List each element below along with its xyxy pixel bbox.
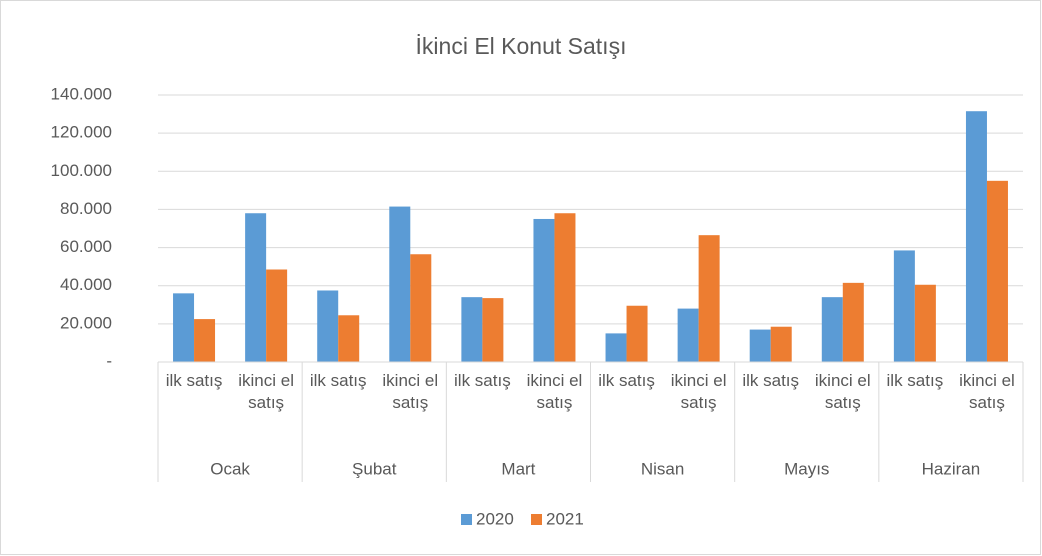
x-tick-label-box: ikinci el satış — [238, 371, 294, 412]
x-tick-label: ikinci el satış — [670, 371, 727, 412]
bar — [554, 213, 576, 362]
group-label: Haziran — [922, 459, 981, 478]
bar — [173, 293, 195, 362]
x-tick-label-box: ilk satış — [886, 371, 944, 390]
bar — [482, 298, 504, 362]
y-tick-label: 100.000 — [51, 161, 112, 180]
legend-swatch — [461, 514, 472, 525]
y-tick-label: 60.000 — [60, 237, 112, 256]
group-label: Nisan — [641, 459, 684, 478]
y-tick-label: - — [106, 351, 112, 370]
x-tick-label: ikinci el satış — [959, 371, 1015, 412]
x-tick-label: ikinci el satış — [814, 371, 871, 412]
x-tick-label: ikinci el satış — [382, 371, 439, 412]
x-tick-label-box: ilk satış — [742, 371, 800, 390]
x-tick-label-box: ilk satış — [309, 371, 367, 390]
x-tick-label-box: ikinci el satış — [670, 371, 727, 412]
bar — [266, 269, 288, 362]
x-tick-label-box: ikinci el satış — [814, 371, 871, 412]
chart-title: İkinci El Konut Satışı — [416, 33, 627, 59]
bar — [389, 206, 411, 362]
bar — [317, 290, 339, 362]
bar — [533, 218, 555, 362]
bar — [821, 297, 843, 362]
bar — [605, 333, 627, 362]
x-tick-label-box: ilk satış — [454, 371, 511, 390]
bar — [626, 305, 648, 362]
bar — [194, 319, 216, 362]
legend-swatch — [531, 514, 542, 525]
y-tick-label: 40.000 — [60, 275, 112, 294]
y-tick-label: 120.000 — [51, 123, 112, 142]
group-label: Mayıs — [784, 459, 829, 478]
x-tick-label-box: ikinci el satış — [526, 371, 583, 412]
bar — [893, 250, 915, 362]
bar — [677, 308, 699, 362]
group-label: Ocak — [210, 459, 250, 478]
x-tick-label: ilk satış — [886, 371, 944, 390]
x-tick-label-box: ikinci el satış — [382, 371, 439, 412]
x-tick-label-box: ikinci el satış — [959, 371, 1015, 412]
bar — [461, 297, 483, 362]
bar — [698, 235, 720, 362]
group-label: Şubat — [352, 459, 397, 478]
bar — [986, 180, 1008, 362]
bar — [410, 254, 432, 362]
bar — [770, 326, 792, 362]
x-tick-label: ikinci el satış — [238, 371, 294, 412]
bar — [749, 329, 771, 362]
legend-label: 2021 — [546, 509, 584, 528]
y-tick-label: 80.000 — [60, 199, 112, 218]
bar — [914, 284, 936, 362]
x-tick-label: ilk satış — [309, 371, 367, 390]
x-tick-label: ilk satış — [742, 371, 800, 390]
x-tick-label: ilk satış — [598, 371, 655, 390]
group-label: Mart — [501, 459, 535, 478]
bar — [245, 213, 267, 362]
y-tick-label: 140.000 — [51, 84, 112, 103]
x-tick-label-box: ilk satış — [165, 371, 223, 390]
bar — [965, 111, 987, 362]
x-tick-label-box: ilk satış — [598, 371, 655, 390]
x-tick-label: ilk satış — [454, 371, 511, 390]
x-tick-label: ilk satış — [165, 371, 223, 390]
y-tick-label: 20.000 — [60, 313, 112, 332]
bar — [842, 282, 864, 362]
bar — [338, 315, 360, 362]
x-tick-label: ikinci el satış — [526, 371, 583, 412]
legend-label: 2020 — [476, 509, 514, 528]
